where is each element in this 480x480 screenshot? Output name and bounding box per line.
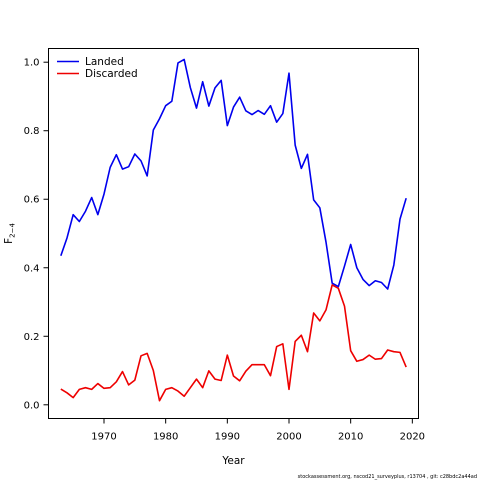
y-tick-label-0.8: 0.8 — [24, 126, 40, 137]
y-tick-label-0.0: 0.0 — [24, 400, 40, 411]
series-layer — [60, 58, 407, 402]
y-tick-label-0.2: 0.2 — [24, 332, 40, 343]
y-axis-title-subscript: 2−4 — [9, 223, 17, 238]
legend-label-landed: Landed — [85, 56, 124, 68]
x-tick-label-1990: 1990 — [215, 432, 240, 443]
y-axis-title: F2−4 — [3, 223, 17, 244]
plot-frame — [48, 48, 419, 419]
x-axis-title: Year — [221, 455, 245, 467]
x-axis: 1970 1980 1990 2000 2010 2020 — [91, 418, 425, 443]
footer-credit: stockassessment.org, nscod21_surveyplus,… — [298, 474, 477, 480]
series-line-landed — [60, 58, 407, 290]
x-tick-label-1970: 1970 — [91, 432, 116, 443]
y-axis-title-main: F — [3, 238, 15, 244]
legend: Landed Discarded — [57, 56, 138, 80]
y-tick-label-0.4: 0.4 — [24, 263, 40, 274]
x-tick-label-1980: 1980 — [153, 432, 178, 443]
y-axis: 0.0 0.2 0.4 0.6 0.8 1.0 — [24, 58, 49, 411]
legend-label-discarded: Discarded — [85, 68, 138, 80]
x-tick-label-2000: 2000 — [276, 432, 301, 443]
y-tick-label-0.6: 0.6 — [24, 195, 40, 206]
x-tick-label-2010: 2010 — [338, 432, 363, 443]
y-tick-label-1.0: 1.0 — [24, 58, 40, 69]
series-line-discarded — [60, 284, 407, 402]
x-tick-label-2020: 2020 — [400, 432, 425, 443]
